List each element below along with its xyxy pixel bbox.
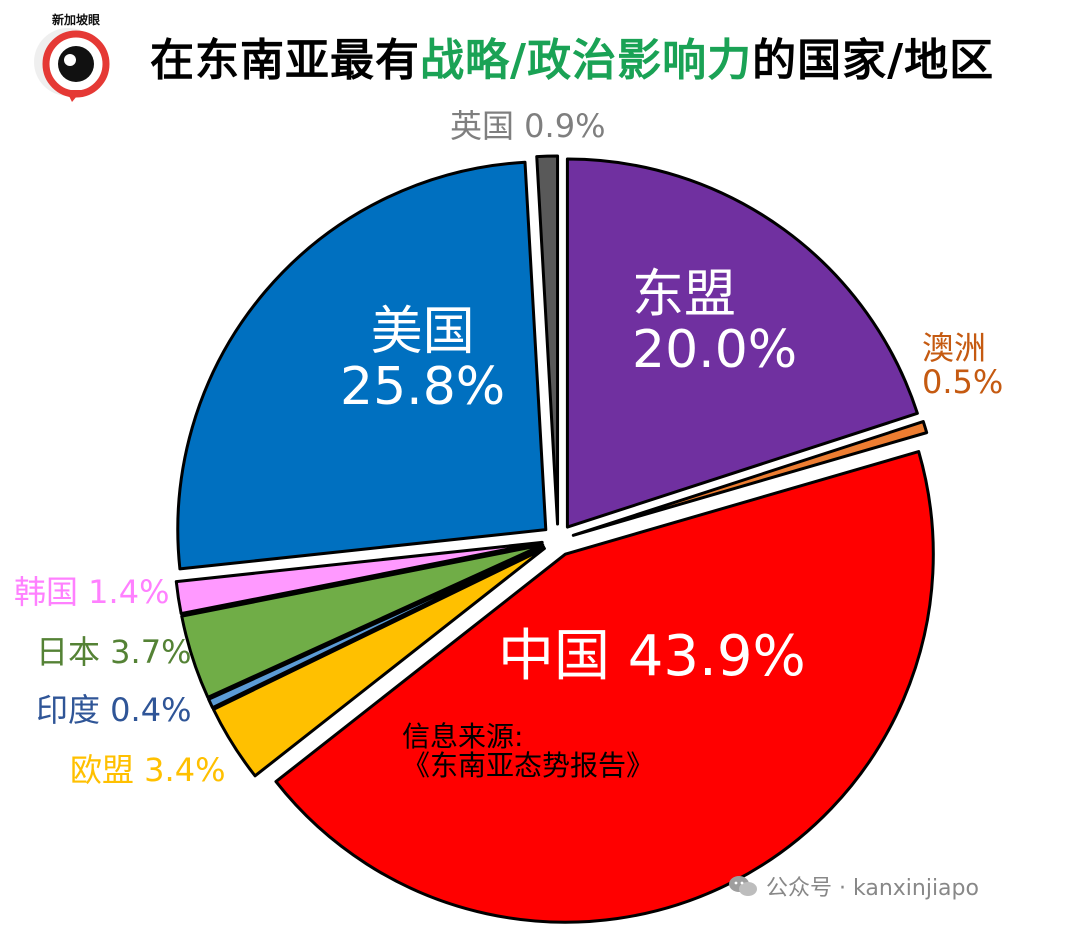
title-highlight: 战略/政治影响力: [420, 35, 753, 86]
label-usa-pct: 25.8%: [340, 356, 506, 417]
label-india: 印度 0.4%: [36, 691, 192, 729]
pie-slice-5: [180, 543, 545, 699]
label-usa: 美国 25.8%: [340, 305, 505, 414]
label-asean-name: 东盟: [632, 265, 737, 325]
wechat-icon: [729, 876, 757, 896]
source-annotation: 信息来源: 《东南亚态势报告》: [402, 722, 654, 781]
pie-slice-6: [174, 540, 544, 616]
label-eu: 欧盟 3.4%: [70, 751, 226, 789]
page-title: 在东南亚最有战略/政治影响力的国家/地区: [150, 24, 994, 88]
source-line-1: 信息来源:: [402, 720, 524, 753]
watermark: 公众号 · kanxinjiapo: [728, 870, 979, 902]
label-asean: 东盟 20.0%: [632, 268, 797, 377]
header: 新加坡眼 在东南亚最有战略/政治影响力的国家/地区: [0, 0, 1080, 110]
pie-slice-1: [571, 420, 929, 537]
source-line-2: 《东南亚态势报告》: [402, 749, 655, 783]
label-usa-name: 美国: [370, 302, 475, 362]
pie-slice-8: [535, 154, 560, 526]
label-japan: 日本 3.7%: [36, 633, 192, 671]
title-prefix: 在东南亚最有: [150, 35, 420, 86]
label-korea: 韩国 1.4%: [14, 573, 170, 611]
pie-slice-7: [176, 160, 548, 571]
label-australia: 澳洲 0.5%: [922, 329, 1004, 401]
pie-slice-3: [211, 546, 546, 778]
label-australia-pct: 0.5%: [922, 362, 1004, 401]
label-australia-name: 澳洲: [922, 329, 987, 367]
pie-slice-0: [565, 157, 919, 529]
label-china: 中国 43.9%: [498, 624, 806, 689]
logo: 新加坡眼: [34, 12, 110, 102]
label-uk: 英国 0.9%: [450, 107, 606, 145]
title-suffix: 的国家/地区: [752, 35, 995, 86]
pie-slice-4: [207, 545, 546, 710]
label-asean-pct: 20.0%: [632, 319, 798, 380]
watermark-text: 公众号 · kanxinjiapo: [766, 876, 979, 901]
svg-text:新加坡眼: 新加坡眼: [52, 12, 100, 27]
